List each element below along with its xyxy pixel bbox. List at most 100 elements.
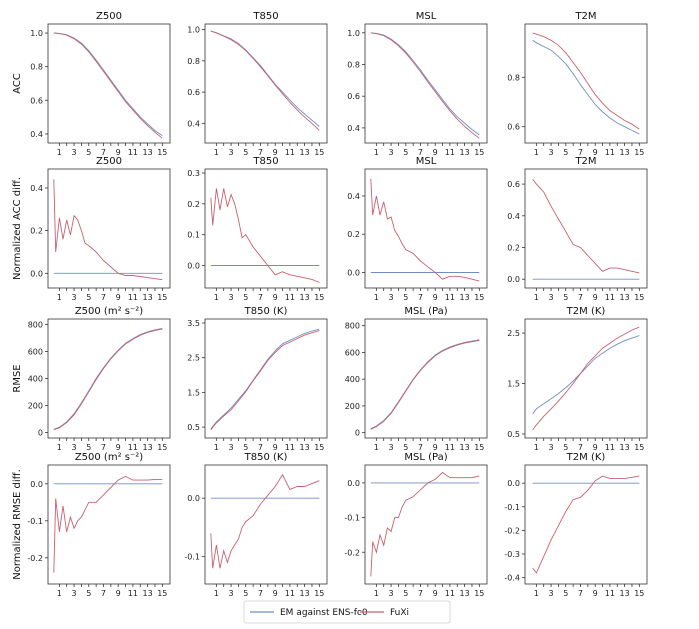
- y-tick-label: 0.0: [507, 275, 520, 284]
- x-tick-label: 5: [86, 293, 91, 302]
- x-tick-label: 1: [57, 148, 62, 157]
- x-tick-label: 7: [578, 443, 583, 452]
- y-tick-label: 0.6: [347, 92, 360, 101]
- x-tick-label: 9: [433, 148, 438, 157]
- x-tick-label: 7: [101, 148, 106, 157]
- panel-title: T2M: [574, 11, 596, 22]
- panel: T850 (K)0.0-0.11 3 5 7 9 11 13 15: [184, 452, 328, 598]
- x-tick-label: 13: [620, 589, 630, 598]
- x-tick-label: 11: [128, 589, 138, 598]
- x-tick-label: 7: [418, 443, 423, 452]
- y-tick-label: 0.4: [30, 130, 43, 139]
- x-tick-label: 1: [534, 148, 539, 157]
- x-tick-label: 13: [300, 148, 310, 157]
- y-tick-label: -0.1: [504, 503, 520, 512]
- x-tick-label: 1: [534, 589, 539, 598]
- y-tick-label: 0.0: [187, 262, 200, 271]
- x-tick-label: 11: [285, 293, 295, 302]
- y-tick-label: 0.6: [30, 96, 43, 105]
- series-line-em-against-ens-fc0: [532, 335, 640, 415]
- x-tick-label: 11: [285, 589, 295, 598]
- x-tick-label: 15: [474, 589, 484, 598]
- x-tick-label: 3: [72, 148, 77, 157]
- x-tick-label: 11: [605, 293, 615, 302]
- plot-frame: [524, 318, 648, 439]
- x-tick-label: 15: [314, 443, 324, 452]
- x-tick-label: 13: [300, 443, 310, 452]
- y-tick-label: -0.1: [27, 517, 43, 526]
- x-tick-label: 9: [593, 293, 598, 302]
- series-line-em-against-ens-fc0: [53, 327, 163, 430]
- y-tick-label: 0.4: [347, 124, 360, 133]
- series-line-em-against-ens-fc0: [210, 30, 320, 127]
- x-tick-label: 1: [57, 589, 62, 598]
- x-tick-label: 5: [243, 443, 248, 452]
- x-tick-label: 3: [389, 443, 394, 452]
- row-label: Normalized RMSE diff.: [12, 469, 23, 580]
- x-tick-label: 13: [300, 589, 310, 598]
- x-tick-label: 1: [57, 293, 62, 302]
- x-tick-label: 3: [549, 443, 554, 452]
- y-tick-label: 0.8: [187, 57, 200, 66]
- panel: T2M (K)2.51.50.51 3 5 7 9 11 13 15: [507, 306, 648, 452]
- panel-title: T850 (K): [244, 306, 288, 317]
- y-tick-label: 3.5: [187, 319, 200, 328]
- panel-title: T2M (K): [566, 452, 606, 463]
- x-tick-label: 9: [593, 148, 598, 157]
- x-tick-label: 5: [563, 589, 568, 598]
- x-tick-label: 5: [403, 589, 408, 598]
- panel-title: Z500 (m² s⁻²): [75, 306, 143, 317]
- x-tick-label: 9: [116, 148, 121, 157]
- y-tick-label: 0.5: [507, 430, 520, 439]
- plot-frame: [524, 464, 648, 585]
- plot-frame: [364, 23, 488, 144]
- x-tick-label: 13: [460, 589, 470, 598]
- x-tick-label: 5: [86, 148, 91, 157]
- x-tick-label: 13: [143, 293, 153, 302]
- y-tick-label: 0.5: [187, 423, 200, 432]
- plot-frame: [364, 168, 488, 289]
- x-tick-label: 13: [460, 443, 470, 452]
- y-tick-label: 0: [38, 429, 43, 438]
- x-tick-label: 7: [418, 293, 423, 302]
- y-tick-label: 200: [28, 402, 43, 411]
- x-tick-label: 1: [374, 443, 379, 452]
- x-tick-label: 15: [474, 148, 484, 157]
- x-tick-label: 9: [273, 148, 278, 157]
- y-tick-label: 0.1: [187, 231, 200, 240]
- panel-title: T850: [252, 11, 278, 22]
- y-tick-label: 0.0: [187, 494, 200, 503]
- y-tick-label: 0.3: [187, 169, 200, 178]
- x-tick-label: 1: [214, 443, 219, 452]
- x-tick-label: 5: [86, 443, 91, 452]
- x-tick-label: 11: [128, 443, 138, 452]
- x-tick-label: 1: [57, 443, 62, 452]
- x-tick-label: 9: [116, 589, 121, 598]
- y-tick-label: 0.4: [347, 192, 360, 201]
- x-tick-label: 13: [620, 443, 630, 452]
- series-line-fuxi: [210, 30, 320, 131]
- panel: T850 (K)3.52.51.50.51 3 5 7 9 11 13 15: [187, 306, 328, 452]
- x-tick-label: 15: [314, 148, 324, 157]
- series-line-fuxi: [53, 328, 163, 431]
- y-tick-label: 0.6: [507, 180, 520, 189]
- y-tick-label: 0.0: [507, 479, 520, 488]
- series-line-fuxi: [370, 32, 480, 139]
- x-tick-label: 1: [534, 443, 539, 452]
- x-tick-label: 1: [214, 589, 219, 598]
- x-tick-label: 15: [314, 293, 324, 302]
- x-tick-label: 13: [143, 148, 153, 157]
- series-line-fuxi: [210, 473, 320, 569]
- panel-title: T850: [252, 156, 278, 167]
- legend-box: [243, 600, 451, 624]
- x-tick-label: 1: [374, 589, 379, 598]
- series-line-fuxi: [210, 330, 320, 431]
- x-tick-label: 13: [300, 293, 310, 302]
- x-tick-label: 9: [273, 589, 278, 598]
- panel-title: T2M (K): [566, 306, 606, 317]
- y-tick-label: 0.0: [347, 479, 360, 488]
- x-tick-label: 7: [578, 293, 583, 302]
